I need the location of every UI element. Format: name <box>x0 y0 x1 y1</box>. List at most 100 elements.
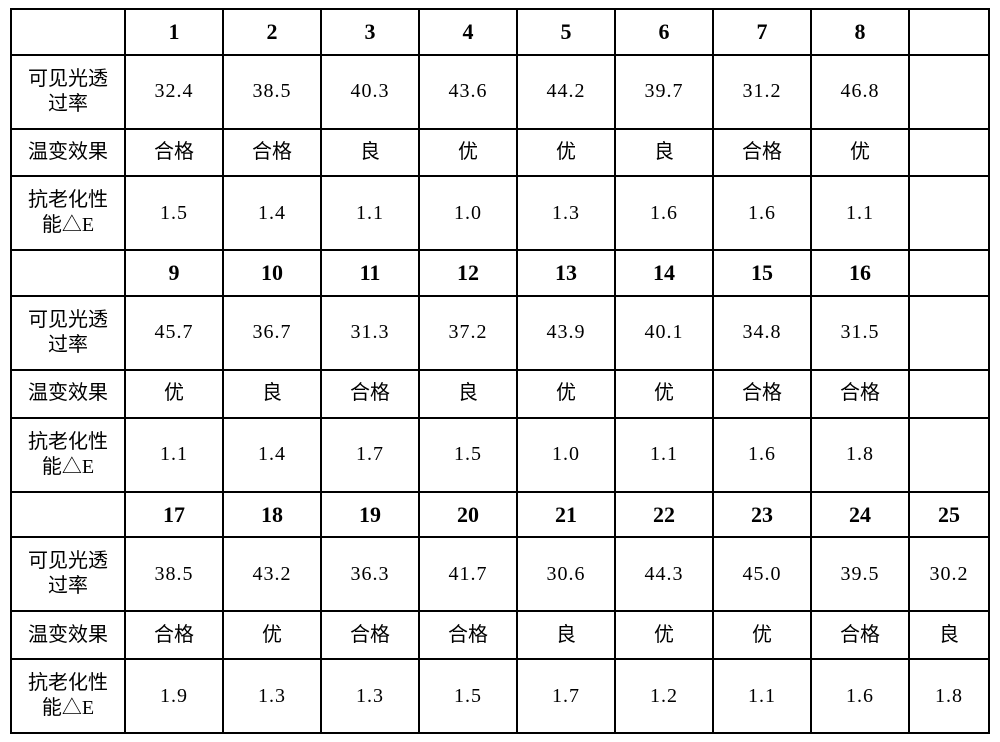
cell-tc: 合格 <box>223 129 321 177</box>
cell-ag: 1.8 <box>909 659 989 733</box>
table-row: 温变效果 合格 优 合格 合格 良 优 优 合格 良 <box>11 611 989 659</box>
col-header: 10 <box>223 250 321 296</box>
cell-tc: 良 <box>615 129 713 177</box>
cell-ag: 1.1 <box>321 176 419 250</box>
cell-ag: 1.4 <box>223 176 321 250</box>
table-row: 1 2 3 4 5 6 7 8 <box>11 9 989 55</box>
cell-vlt: 43.2 <box>223 537 321 611</box>
cell-vlt: 32.4 <box>125 55 223 129</box>
cell-vlt: 43.9 <box>517 296 615 370</box>
col-header: 16 <box>811 250 909 296</box>
cell-ag: 1.6 <box>615 176 713 250</box>
cell-vlt: 45.0 <box>713 537 811 611</box>
cell-vlt: 31.3 <box>321 296 419 370</box>
cell-vlt: 44.2 <box>517 55 615 129</box>
col-header: 18 <box>223 492 321 538</box>
blank-cell <box>11 9 125 55</box>
table-row: 抗老化性能△E 1.1 1.4 1.7 1.5 1.0 1.1 1.6 1.8 <box>11 418 989 492</box>
col-header: 25 <box>909 492 989 538</box>
cell-ag: 1.8 <box>811 418 909 492</box>
col-header: 2 <box>223 9 321 55</box>
row-label-ag: 抗老化性能△E <box>11 659 125 733</box>
col-header: 3 <box>321 9 419 55</box>
cell-tc: 合格 <box>811 370 909 418</box>
cell-tc: 优 <box>419 129 517 177</box>
cell-ag: 1.3 <box>517 176 615 250</box>
cell-ag: 1.5 <box>419 659 517 733</box>
cell-ag: 1.1 <box>125 418 223 492</box>
cell-tc: 良 <box>321 129 419 177</box>
cell-tc: 良 <box>419 370 517 418</box>
cell-vlt: 39.7 <box>615 55 713 129</box>
col-header: 14 <box>615 250 713 296</box>
col-header: 8 <box>811 9 909 55</box>
data-table: 1 2 3 4 5 6 7 8 可见光透过率 32.4 38.5 40.3 43… <box>10 8 990 734</box>
cell-ag: 1.7 <box>517 659 615 733</box>
cell-tc: 优 <box>615 611 713 659</box>
cell-tc: 合格 <box>321 370 419 418</box>
cell-tc: 合格 <box>321 611 419 659</box>
col-header: 24 <box>811 492 909 538</box>
col-header: 4 <box>419 9 517 55</box>
table-row: 可见光透过率 32.4 38.5 40.3 43.6 44.2 39.7 31.… <box>11 55 989 129</box>
cell-vlt: 40.1 <box>615 296 713 370</box>
cell-tc: 良 <box>909 611 989 659</box>
col-header: 17 <box>125 492 223 538</box>
cell-ag: 1.0 <box>517 418 615 492</box>
table-row: 抗老化性能△E 1.5 1.4 1.1 1.0 1.3 1.6 1.6 1.1 <box>11 176 989 250</box>
cell-vlt: 38.5 <box>125 537 223 611</box>
cell-vlt: 30.2 <box>909 537 989 611</box>
col-header: 7 <box>713 9 811 55</box>
cell-ag: 1.2 <box>615 659 713 733</box>
cell-vlt: 31.5 <box>811 296 909 370</box>
cell-vlt: 40.3 <box>321 55 419 129</box>
row-label-ag: 抗老化性能△E <box>11 418 125 492</box>
cell-vlt: 44.3 <box>615 537 713 611</box>
col-header <box>909 9 989 55</box>
cell-vlt: 41.7 <box>419 537 517 611</box>
col-header: 6 <box>615 9 713 55</box>
cell-ag: 1.9 <box>125 659 223 733</box>
row-label-vlt: 可见光透过率 <box>11 537 125 611</box>
cell-ag: 1.1 <box>713 659 811 733</box>
row-label-vlt: 可见光透过率 <box>11 296 125 370</box>
col-header: 9 <box>125 250 223 296</box>
cell-vlt: 45.7 <box>125 296 223 370</box>
cell-tc: 优 <box>713 611 811 659</box>
blank-cell <box>11 250 125 296</box>
cell-vlt: 39.5 <box>811 537 909 611</box>
cell-ag: 1.6 <box>713 418 811 492</box>
col-header: 19 <box>321 492 419 538</box>
table-row: 温变效果 合格 合格 良 优 优 良 合格 优 <box>11 129 989 177</box>
col-header: 20 <box>419 492 517 538</box>
cell-tc: 优 <box>125 370 223 418</box>
cell-tc: 优 <box>615 370 713 418</box>
table-row: 17 18 19 20 21 22 23 24 25 <box>11 492 989 538</box>
cell-tc: 合格 <box>125 611 223 659</box>
cell-tc: 合格 <box>713 370 811 418</box>
cell-tc <box>909 129 989 177</box>
cell-ag: 1.6 <box>811 659 909 733</box>
cell-ag: 1.5 <box>125 176 223 250</box>
cell-ag: 1.5 <box>419 418 517 492</box>
cell-ag: 1.1 <box>615 418 713 492</box>
cell-tc: 合格 <box>811 611 909 659</box>
col-header: 11 <box>321 250 419 296</box>
col-header: 22 <box>615 492 713 538</box>
col-header: 15 <box>713 250 811 296</box>
cell-vlt <box>909 55 989 129</box>
col-header: 23 <box>713 492 811 538</box>
table-row: 温变效果 优 良 合格 良 优 优 合格 合格 <box>11 370 989 418</box>
cell-vlt <box>909 296 989 370</box>
cell-ag: 1.6 <box>713 176 811 250</box>
cell-vlt: 38.5 <box>223 55 321 129</box>
cell-tc: 优 <box>811 129 909 177</box>
table-row: 可见光透过率 38.5 43.2 36.3 41.7 30.6 44.3 45.… <box>11 537 989 611</box>
cell-vlt: 46.8 <box>811 55 909 129</box>
cell-ag: 1.4 <box>223 418 321 492</box>
cell-vlt: 43.6 <box>419 55 517 129</box>
cell-tc: 合格 <box>713 129 811 177</box>
table-row: 9 10 11 12 13 14 15 16 <box>11 250 989 296</box>
col-header: 5 <box>517 9 615 55</box>
row-label-ag: 抗老化性能△E <box>11 176 125 250</box>
